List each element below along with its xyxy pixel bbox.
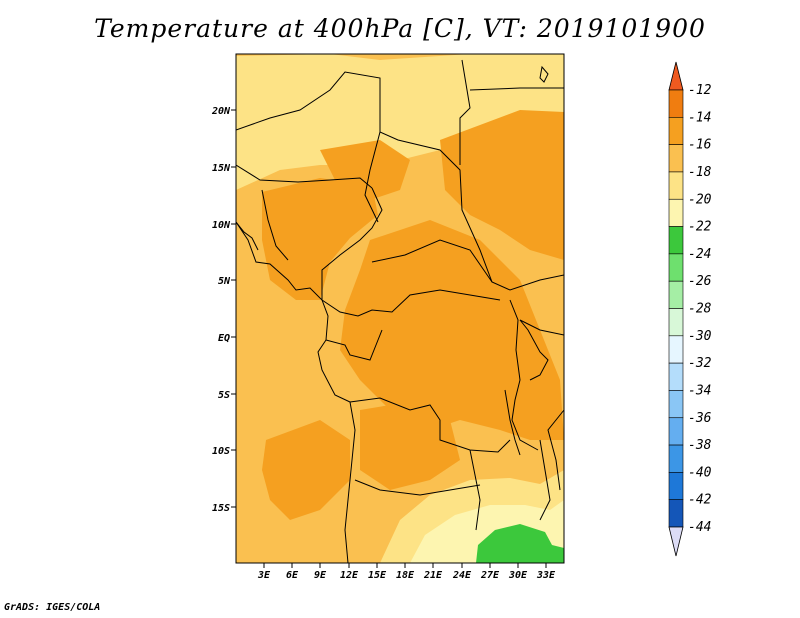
colorbar-segment [668,444,684,473]
colorbar-labels: -12 -14 -16 -18 -20 -22 -24 -26 -28 -30 -32 -34 -36 -… [688,83,712,535]
border-uganda [519,319,564,336]
border-benin [261,189,289,261]
lat-label: 10S [212,446,230,457]
lat-label: 5N [218,276,231,287]
colorbar-label: -38 [688,438,712,453]
lon-label: 30E [508,570,528,581]
lon-labels: 3E 6E 9E 12E 15E 18E 21E 24E 27E 30E 33E [257,570,556,581]
field-southeast-green [476,524,564,563]
lat-label: 15N [212,163,231,174]
lat-labels: 20N 15N 10N 5N EQ 5S 10S 15S [211,106,231,514]
field-angola-warm [360,400,460,490]
colorbar-segment [668,253,684,282]
colorbar-segment [668,89,684,118]
border-malawi [539,439,551,521]
border-angola-drc [349,397,511,453]
field-sahel-warm [320,140,410,200]
colorbar-label: -34 [688,383,711,398]
lat-label: 10N [212,220,231,231]
red-sea-coast [539,65,549,83]
lon-label: 12E [340,570,359,581]
grads-credit: GrADS: IGES/COLA [4,602,101,613]
lon-label: 9E [314,570,327,581]
lon-label: 6E [286,570,299,581]
colorbar-top-arrow [668,61,684,91]
border-mozambique [547,409,564,491]
colorbar-segment [668,226,684,255]
field-north-pale [236,54,564,190]
lon-label: 18E [396,570,415,581]
border-chad-sudan [379,131,564,291]
colorbar-label: -16 [688,138,712,153]
colorbar-label: -22 [688,220,712,235]
colorbar-segment [668,362,684,391]
map-title: Temperature at 400hPa [C], VT: 201910190… [94,14,706,43]
colorbar-label: -24 [688,247,711,262]
colorbar-label: -36 [688,411,712,426]
lat-label: EQ [218,333,230,344]
lon-label: 3E [257,570,271,581]
lon-label: 24E [452,570,472,581]
colorbar-segment [668,171,684,200]
colorbar-label: -18 [688,165,712,180]
colorbar: -12 -14 -16 -18 -20 -22 -24 -26 -28 -30 -32 -34 -36 -… [668,61,712,557]
colorbar-label: -12 [688,83,712,98]
colorbar-bottom-arrow [668,526,684,557]
colorbar-segment [668,198,684,227]
plot-frame [235,53,565,564]
temperature-field [236,54,564,563]
field-nigeria-warm [262,178,378,300]
colorbar-label: -44 [688,520,711,535]
lat-label: 5S [218,390,230,401]
lat-label: 20N [211,106,231,117]
colorbar-segment [668,390,684,419]
colorbar-segment [668,117,684,145]
colorbar-label: -32 [688,356,712,371]
lon-ticks [263,563,547,568]
lat-ticks [231,109,236,508]
colorbar-segments [668,89,684,528]
border-east-drc [509,299,539,451]
lake-victoria [519,319,549,381]
colorbar-label: -40 [688,465,712,480]
border-nigeria-north [236,164,373,189]
colorbar-segment [668,335,684,364]
lat-label: 15S [212,503,230,514]
colorbar-segment [668,499,684,528]
field-congo-warm [340,220,564,440]
colorbar-label: -14 [688,110,711,125]
border-niger-algeria [236,71,381,223]
colorbar-label: -20 [688,192,712,207]
border-egypt [469,87,564,91]
field-southwest-warm [262,420,350,520]
colorbar-label: -28 [688,302,712,317]
colorbar-segment [668,417,684,446]
colorbar-segment [668,144,684,173]
colorbar-segment [668,472,684,500]
lon-label: 15E [368,570,387,581]
colorbar-label: -30 [688,329,712,344]
border-libya-egypt [459,59,471,165]
border-car [371,239,493,283]
borders [236,59,564,563]
colorbar-label: -26 [688,274,712,289]
colorbar-segment [668,280,684,309]
lon-label: 21E [423,570,443,581]
border-cameroon [321,187,383,300]
lake-tanganyika [504,389,521,456]
border-congo-north [321,289,501,317]
colorbar-segment [668,308,684,337]
border-namibia [354,479,481,496]
border-ghana [236,221,259,251]
lon-label: 27E [480,570,500,581]
border-zambia [469,449,481,531]
colorbar-label: -42 [688,493,712,508]
field-sudan-warm [440,110,564,260]
lon-label: 33E [536,570,556,581]
border-gabon [325,329,383,361]
coastline-west [236,221,356,563]
